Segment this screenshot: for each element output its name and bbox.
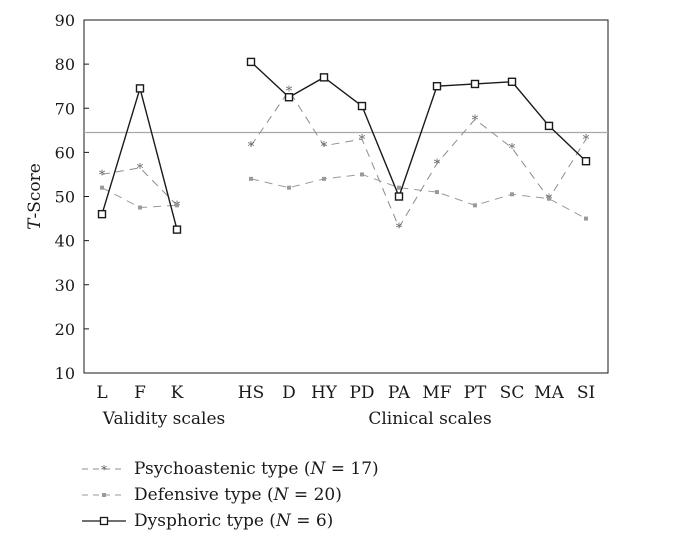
- y-axis-label: T-Score: [25, 163, 45, 230]
- x-tick-label: SC: [500, 383, 525, 403]
- data-point-psych: *: [472, 113, 479, 128]
- legend-swatch-dys: [82, 516, 126, 526]
- data-point-dys: [581, 156, 591, 166]
- y-tick-label: 70: [55, 99, 75, 118]
- data-point-dys: [507, 77, 517, 86]
- data-point-def: [360, 172, 364, 177]
- data-point-def: [547, 196, 551, 201]
- legend: * Psychoastenic type (N = 17) Defensive …: [82, 456, 379, 534]
- x-tick-label: MA: [534, 383, 564, 403]
- x-tick-label: SI: [577, 383, 595, 403]
- data-point-def: [287, 185, 291, 190]
- legend-swatch-psych: *: [82, 463, 126, 476]
- data-point-dys: [97, 209, 107, 219]
- data-point-dys: [432, 81, 442, 91]
- legend-item-dys: Dysphoric type (N = 6): [82, 508, 379, 534]
- legend-swatch-def: [82, 493, 126, 497]
- y-tick-label: 60: [55, 143, 75, 162]
- data-point-def: [435, 190, 439, 195]
- series-line-psych: [250, 89, 587, 229]
- y-tick-label: 90: [55, 11, 75, 30]
- data-point-psych: *: [248, 140, 255, 155]
- x-tick-label: PD: [349, 383, 374, 403]
- svg-text:*: *: [101, 463, 107, 476]
- legend-item-psych: * Psychoastenic type (N = 17): [82, 456, 379, 482]
- y-tick-label: 10: [55, 364, 75, 383]
- data-point-def: [100, 185, 104, 190]
- y-tick-label: 20: [55, 320, 75, 339]
- y-tick-label: 80: [55, 55, 75, 74]
- data-point-def: [138, 205, 142, 210]
- data-point-def: [175, 203, 179, 208]
- data-point-def: [397, 185, 401, 190]
- data-point-psych: *: [583, 133, 590, 148]
- data-point-psych: *: [396, 221, 403, 236]
- x-tick-label: PA: [388, 383, 411, 403]
- data-point-dys: [394, 192, 404, 201]
- x-tick-label: D: [282, 383, 296, 403]
- group-label-validity: Validity scales: [102, 409, 226, 429]
- data-point-psych: *: [99, 168, 106, 183]
- data-point-dys: [357, 101, 367, 111]
- legend-label-dys: Dysphoric type (N = 6): [134, 511, 334, 531]
- data-point-dys: [470, 79, 480, 89]
- series-line-def: [101, 187, 178, 209]
- data-point-def: [584, 216, 588, 221]
- data-point-psych: *: [286, 85, 293, 100]
- series-line-def: [250, 173, 587, 220]
- group-label-clinical: Clinical scales: [368, 409, 491, 429]
- data-point-dys: [135, 84, 145, 93]
- y-tick-label: 50: [55, 188, 75, 207]
- data-point-def: [322, 176, 326, 181]
- x-tick-label: MF: [422, 383, 451, 403]
- legend-label-psych: Psychoastenic type (N = 17): [134, 459, 379, 479]
- data-point-dys: [319, 73, 329, 82]
- data-point-psych: *: [509, 142, 516, 157]
- x-tick-label: HY: [311, 383, 338, 403]
- data-point-def: [249, 176, 253, 181]
- y-tick-label: 40: [55, 232, 75, 251]
- data-point-dys: [246, 57, 256, 67]
- x-tick-label: K: [171, 383, 184, 403]
- series-line-psych: [101, 167, 178, 206]
- data-point-def: [473, 203, 477, 208]
- data-point-dys: [284, 93, 294, 102]
- legend-label-def: Defensive type (N = 20): [134, 485, 342, 505]
- data-point-dys: [172, 225, 182, 234]
- chart: 10 20 30 40 50 60 70 80 90 T-Score L F K HS D HY PD PA MF P…: [25, 11, 609, 429]
- data-point-def: [510, 192, 514, 197]
- x-tick-label: HS: [238, 383, 264, 403]
- data-point-psych: *: [359, 133, 366, 148]
- data-point-dys: [544, 121, 554, 131]
- series-line-dys: [250, 61, 587, 199]
- x-tick-label: L: [96, 383, 107, 403]
- y-tick-label: 30: [55, 276, 75, 295]
- x-tick-label: F: [134, 383, 146, 403]
- x-tick-label: PT: [464, 383, 487, 403]
- data-point-psych: *: [321, 140, 328, 155]
- data-point-psych: *: [137, 162, 144, 177]
- data-point-psych: *: [434, 157, 441, 172]
- legend-item-def: Defensive type (N = 20): [82, 482, 379, 508]
